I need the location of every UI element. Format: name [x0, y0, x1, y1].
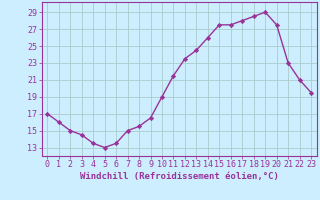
X-axis label: Windchill (Refroidissement éolien,°C): Windchill (Refroidissement éolien,°C)	[80, 172, 279, 181]
